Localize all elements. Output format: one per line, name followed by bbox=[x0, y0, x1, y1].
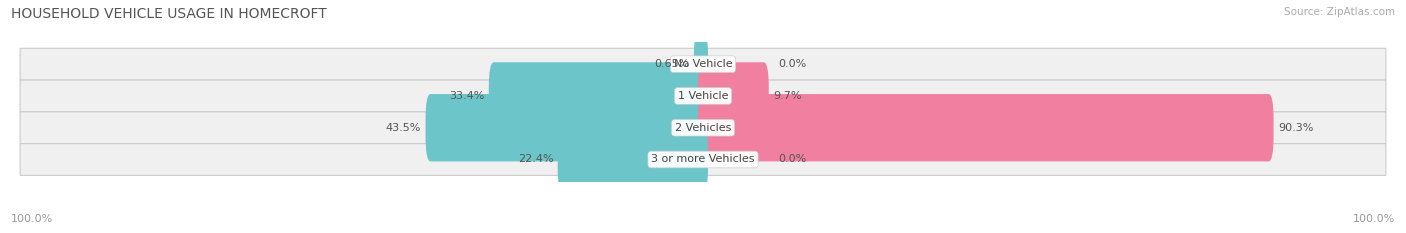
Text: 0.0%: 0.0% bbox=[778, 59, 807, 69]
Text: 1 Vehicle: 1 Vehicle bbox=[678, 91, 728, 101]
Text: Source: ZipAtlas.com: Source: ZipAtlas.com bbox=[1284, 7, 1395, 17]
FancyBboxPatch shape bbox=[20, 80, 1386, 112]
Text: 22.4%: 22.4% bbox=[517, 154, 554, 164]
Text: HOUSEHOLD VEHICLE USAGE IN HOMECROFT: HOUSEHOLD VEHICLE USAGE IN HOMECROFT bbox=[11, 7, 328, 21]
FancyBboxPatch shape bbox=[20, 144, 1386, 175]
Text: No Vehicle: No Vehicle bbox=[673, 59, 733, 69]
Text: 0.65%: 0.65% bbox=[654, 59, 689, 69]
FancyBboxPatch shape bbox=[426, 94, 709, 161]
Text: 2 Vehicles: 2 Vehicles bbox=[675, 123, 731, 133]
Text: 100.0%: 100.0% bbox=[11, 214, 53, 224]
Text: 0.0%: 0.0% bbox=[778, 154, 807, 164]
Text: 33.4%: 33.4% bbox=[449, 91, 485, 101]
FancyBboxPatch shape bbox=[697, 62, 769, 130]
Text: 3 or more Vehicles: 3 or more Vehicles bbox=[651, 154, 755, 164]
Text: 9.7%: 9.7% bbox=[773, 91, 801, 101]
FancyBboxPatch shape bbox=[489, 62, 709, 130]
FancyBboxPatch shape bbox=[20, 112, 1386, 144]
FancyBboxPatch shape bbox=[558, 126, 709, 193]
Text: 100.0%: 100.0% bbox=[1353, 214, 1395, 224]
FancyBboxPatch shape bbox=[697, 94, 1274, 161]
FancyBboxPatch shape bbox=[20, 48, 1386, 80]
FancyBboxPatch shape bbox=[695, 31, 709, 98]
Text: 90.3%: 90.3% bbox=[1278, 123, 1313, 133]
Text: 43.5%: 43.5% bbox=[385, 123, 422, 133]
